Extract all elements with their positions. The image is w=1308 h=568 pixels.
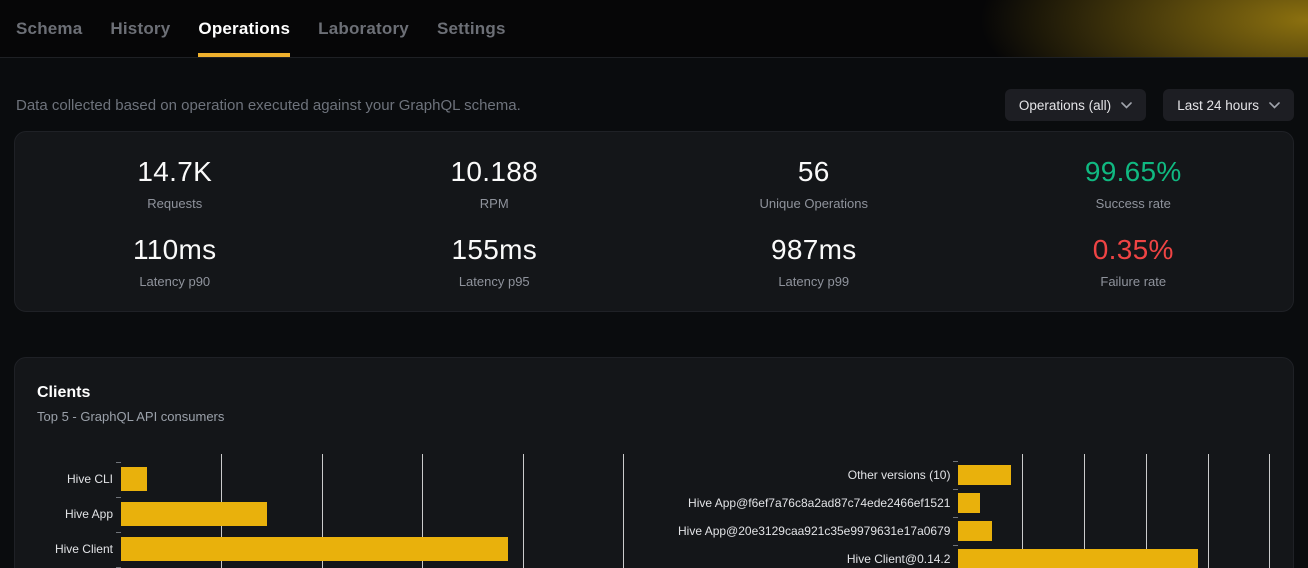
axis-tick [953, 489, 959, 490]
filter-operations-all-button[interactable]: Operations (all) [1004, 89, 1147, 121]
gridline [1208, 454, 1210, 568]
axis-tick [116, 566, 121, 568]
stat-value: 155ms [451, 234, 538, 265]
filters: Operations (all) Last 24 hours [1004, 89, 1294, 121]
category-label: Hive Client@0.14.2 [846, 552, 951, 566]
stat-label: Latency p99 [778, 274, 850, 289]
tab-label: Operations [198, 18, 291, 38]
panel-title: Clients [37, 384, 91, 401]
top-nav: Schema History Operations Laboratory Setting… [0, 0, 1308, 58]
gridline [321, 454, 323, 568]
filter-label: Operations (all) [1018, 97, 1112, 113]
client-chart-by-version: Other versions (10) Hive App@f6ef7a76c8a2… [642, 454, 1289, 568]
stat-label: RPM [479, 196, 509, 211]
bar-hive-client-0-14-2[interactable] [958, 549, 1198, 568]
stat-value: 110ms [133, 234, 217, 265]
tab-label: History [110, 18, 171, 38]
tab-laboratory[interactable]: Laboratory [318, 0, 409, 57]
nav-tabs: Schema History Operations Laboratory Setting… [0, 0, 1308, 57]
bar-hive-app-20e3129caa921c35e9979631e17a067[interactable] [958, 521, 993, 541]
stat-latency-p95: 155ms Latency p95 [335, 234, 655, 290]
clients-card: Clients Top 5 - GraphQL API consumers Hi… [14, 357, 1294, 568]
tab-history[interactable]: History [110, 0, 170, 57]
category-label: Hive App@20e3129caa921c35e9979631e17a067… [678, 524, 951, 538]
panel-subtitle: Top 5 - GraphQL API consumers [37, 409, 225, 424]
bar-hive-app[interactable] [121, 502, 267, 526]
gridline [522, 454, 524, 568]
chart-plot [953, 454, 1289, 568]
axis-tick [953, 461, 959, 462]
stat-label: Latency p90 [139, 274, 211, 289]
tab-schema[interactable]: Schema [16, 0, 82, 57]
client-chart-by-name: Hive CLI Hive App Hive Client [37, 454, 642, 568]
toolbar: Data collected based on operation execut… [0, 58, 1308, 121]
gridline [422, 454, 424, 568]
tab-label: Laboratory [318, 18, 409, 38]
category-label: Hive Client [54, 542, 113, 556]
stat-success-rate: 99.65% Success rate [974, 156, 1294, 212]
gridline [1145, 454, 1147, 568]
stat-latency-p99: 987ms Latency p99 [654, 234, 974, 290]
stat-label: Failure rate [1100, 274, 1167, 289]
axis-tick [116, 531, 121, 533]
gridline [1083, 454, 1085, 568]
bar-other-versions-10[interactable] [958, 465, 1012, 485]
stat-value: 99.65% [1084, 156, 1182, 187]
stat-rpm: 10.188 RPM [335, 156, 655, 212]
bar-hive-cli[interactable] [121, 467, 147, 491]
tab-label: Schema [16, 18, 83, 38]
stat-label: Requests [147, 196, 203, 211]
stat-requests: 14.7K Requests [15, 156, 335, 212]
category-label: Hive App [64, 507, 113, 521]
category-label: Hive CLI [66, 472, 113, 486]
stat-label: Unique Operations [759, 196, 868, 211]
stat-label: Latency p95 [458, 274, 530, 289]
stat-value: 987ms [770, 234, 857, 265]
axis-tick [116, 461, 121, 463]
stats-summary-card: 14.7K Requests 10.188 RPM 56 Unique Operation… [14, 131, 1294, 312]
stat-latency-p90: 110ms Latency p90 [15, 234, 335, 290]
tab-label: Settings [436, 18, 506, 38]
gridline [622, 454, 624, 568]
axis-tick [953, 517, 959, 518]
stat-failure-rate: 0.35% Failure rate [974, 234, 1294, 290]
gridline [1021, 454, 1023, 568]
category-label: Hive App@f6ef7a76c8a2ad87c74ede2466ef152… [688, 496, 951, 510]
bar-hive-app-f6ef7a76c8a2ad87c74ede2466ef152[interactable] [958, 493, 981, 513]
bar-hive-client[interactable] [121, 537, 508, 561]
data-collection-note: Data collected based on operation execut… [16, 96, 521, 114]
chevron-down-icon [1121, 101, 1132, 109]
stat-label: Success rate [1095, 196, 1171, 211]
filter-label: Last 24 hours [1177, 97, 1259, 113]
tab-settings[interactable]: Settings [437, 0, 506, 57]
axis-tick [116, 496, 121, 498]
clients-charts: Hive CLI Hive App Hive Client Other version… [15, 454, 1293, 568]
chart-plot [116, 454, 642, 568]
stat-value: 56 [797, 156, 830, 187]
filter-last-24-hours-button[interactable]: Last 24 hours [1163, 89, 1294, 121]
tab-operations[interactable]: Operations [198, 0, 290, 57]
clients-header: Clients Top 5 - GraphQL API consumers [15, 384, 1293, 424]
stat-value: 10.188 [450, 156, 538, 187]
category-label: Other versions (10) [847, 468, 951, 482]
gridline [1269, 454, 1271, 568]
chevron-down-icon [1269, 101, 1280, 109]
stat-value: 0.35% [1092, 234, 1174, 265]
axis-tick [953, 545, 959, 546]
stat-unique-operations: 56 Unique Operations [654, 156, 974, 212]
stat-value: 14.7K [137, 156, 213, 187]
